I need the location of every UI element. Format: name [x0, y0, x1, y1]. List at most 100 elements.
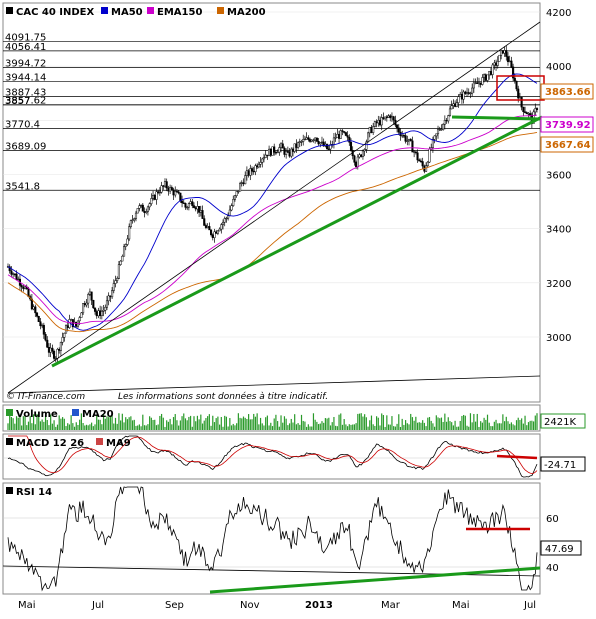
- candle-body: [117, 264, 120, 279]
- candle-body: [389, 115, 392, 119]
- volume-bar: [452, 425, 454, 430]
- candle-body: [498, 54, 501, 62]
- candle-body: [13, 273, 16, 275]
- volume-bar: [483, 417, 485, 430]
- volume-bar: [299, 424, 301, 430]
- volume-bar: [249, 419, 251, 430]
- candle-body: [22, 286, 25, 289]
- candle-body: [534, 108, 537, 113]
- volume-bar: [353, 424, 356, 430]
- candle-body: [421, 161, 424, 167]
- volume-bar: [143, 425, 146, 430]
- candle-body: [356, 156, 359, 168]
- candle-body: [326, 143, 329, 150]
- lower-channel-line: [7, 375, 541, 394]
- volume-bar: [447, 417, 449, 430]
- volume-bar: [434, 426, 436, 430]
- volume-bar: [509, 423, 511, 430]
- volume-bar: [364, 414, 366, 430]
- candle-body: [464, 91, 467, 94]
- x-label-sep: Sep: [165, 600, 184, 611]
- candle-body: [239, 183, 242, 192]
- candle-body: [402, 135, 405, 137]
- volume-bar: [138, 424, 140, 430]
- volume-bar: [340, 413, 342, 430]
- volume-bar: [372, 424, 374, 430]
- last-value-price: 3863.66: [545, 87, 591, 98]
- volume-bar: [391, 416, 393, 430]
- candle-body: [24, 286, 27, 289]
- volume-bar: [503, 421, 506, 430]
- volume-bar: [514, 425, 516, 430]
- volume-label: Volume: [16, 409, 58, 420]
- volume-bar: [454, 420, 456, 430]
- candle-body: [336, 133, 339, 138]
- volume-bar: [253, 413, 255, 430]
- candle-body: [300, 141, 303, 143]
- volume-bar: [63, 418, 65, 430]
- candle-body: [320, 141, 324, 143]
- volume-bar: [259, 417, 262, 430]
- candle-body: [338, 133, 341, 139]
- volume-bar: [411, 417, 414, 430]
- candle-body: [291, 148, 295, 152]
- candle-body: [131, 219, 134, 221]
- volume-bar: [335, 425, 337, 430]
- candle-body: [15, 273, 18, 280]
- volume-bar: [7, 423, 9, 430]
- watermark: © IT-Finance.com: [6, 392, 85, 402]
- candle-body: [315, 137, 318, 142]
- volume-bar: [473, 413, 475, 430]
- volume-bar: [432, 423, 434, 430]
- volume-bar: [207, 416, 209, 430]
- volume-bar: [242, 416, 245, 430]
- volume-bar: [418, 422, 420, 430]
- volume-bar: [179, 420, 181, 430]
- candle-body: [489, 71, 492, 75]
- candle-body: [37, 316, 40, 322]
- candle-body: [510, 60, 513, 68]
- candle-body: [493, 62, 496, 66]
- candle-body: [116, 278, 119, 281]
- candle-body: [163, 181, 167, 187]
- macd-line: [7, 435, 538, 478]
- volume-bar: [246, 418, 248, 430]
- volume-bar: [210, 425, 212, 430]
- volume-bar: [268, 425, 270, 430]
- candle-body: [522, 106, 525, 113]
- volume-bar: [379, 425, 381, 430]
- candle-body: [184, 203, 187, 208]
- candle-body: [327, 148, 330, 150]
- candle-body: [92, 299, 95, 309]
- candle-body: [34, 306, 37, 314]
- candle-body: [529, 113, 532, 116]
- volume-bar: [171, 424, 173, 430]
- volume-bar: [99, 419, 101, 430]
- volume-bar: [317, 424, 320, 430]
- volume-bar: [130, 416, 132, 430]
- volume-bar: [195, 421, 197, 430]
- volume-bar: [309, 426, 311, 430]
- x-label-mar: Mar: [381, 600, 401, 611]
- candle-body: [133, 218, 136, 221]
- candle-body: [353, 155, 356, 163]
- volume-bar: [147, 424, 149, 430]
- candle-body: [501, 50, 504, 54]
- candle-body: [122, 246, 126, 257]
- volume-bar: [287, 425, 289, 430]
- volume-bar: [292, 422, 294, 430]
- candle-body: [271, 146, 274, 156]
- candle-body: [227, 215, 230, 219]
- volume-bar: [248, 414, 250, 430]
- candle-body: [339, 130, 342, 139]
- volume-bar: [440, 417, 443, 430]
- volume-bar: [488, 422, 490, 430]
- volume-bar: [444, 413, 446, 430]
- volume-bar: [478, 426, 480, 430]
- candle-body: [146, 206, 149, 212]
- candle-body: [508, 60, 511, 63]
- candle-body: [162, 185, 165, 187]
- candle-body: [459, 93, 462, 97]
- volume-bar: [58, 415, 60, 430]
- volume-bar: [481, 422, 483, 430]
